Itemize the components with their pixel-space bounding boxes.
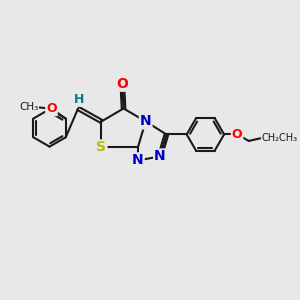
Text: CH₂CH₃: CH₂CH₃: [262, 133, 298, 143]
Text: O: O: [116, 77, 128, 91]
Text: N: N: [154, 149, 166, 164]
Text: CH₃: CH₃: [19, 102, 38, 112]
Text: N: N: [140, 114, 152, 128]
Text: N: N: [132, 153, 144, 167]
Text: O: O: [232, 128, 242, 141]
Text: O: O: [46, 102, 57, 115]
Text: S: S: [97, 140, 106, 154]
Text: H: H: [74, 93, 85, 106]
